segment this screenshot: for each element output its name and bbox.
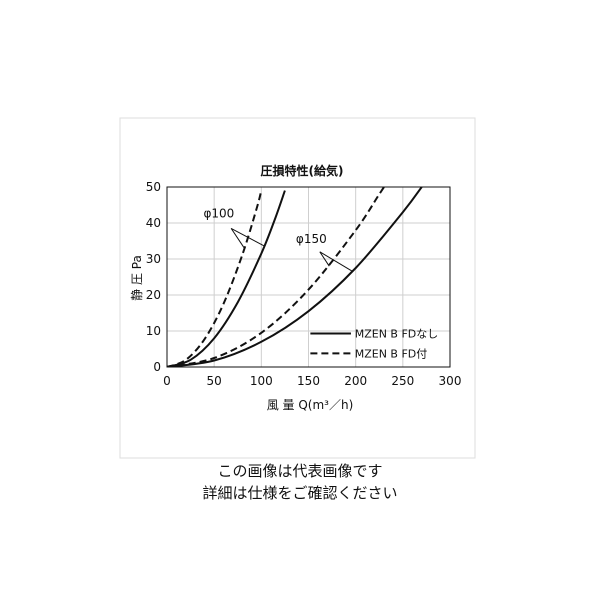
series-group — [167, 187, 423, 367]
legend-label-dashed: MZEN B FD付 — [355, 347, 428, 360]
leader-line-phi150-solid — [319, 251, 354, 273]
x-tick-label: 150 — [297, 374, 320, 388]
x-tick-label: 50 — [207, 374, 222, 388]
x-tick-label: 200 — [344, 374, 367, 388]
y-tick-label: 20 — [146, 288, 161, 302]
leader-line-phi100-dashed — [230, 228, 245, 249]
y-tick-label: 10 — [146, 324, 161, 338]
x-tick-label: 300 — [439, 374, 462, 388]
x-axis-title: 風 量 Q(m³／h) — [267, 398, 354, 412]
series-line-phi150-solid — [167, 187, 423, 367]
caption-line-1: この画像は代表画像です — [217, 462, 383, 480]
x-tick-label: 100 — [250, 374, 273, 388]
x-tick-label: 250 — [391, 374, 414, 388]
leader-line-phi150-dashed — [319, 251, 330, 267]
axes: 0 50 100 150 200 250 300 0 10 20 30 40 50 — [146, 180, 462, 388]
leader-line-phi100-solid — [230, 227, 266, 247]
figure-frame — [119, 117, 476, 459]
annotation-phi150: φ150 — [296, 232, 327, 246]
annotation-phi100: φ100 — [203, 207, 234, 221]
series-line-phi150-dashed — [167, 187, 386, 367]
y-tick-label: 50 — [146, 180, 161, 194]
plot-frame — [166, 186, 451, 368]
x-tick-label: 0 — [163, 374, 171, 388]
legend: MZEN B FDなし MZEN B FD付 — [310, 328, 439, 360]
series-line-phi100-dashed — [167, 190, 263, 367]
y-tick-label: 0 — [153, 360, 161, 374]
y-axis-title: 静 圧 Pa — [130, 255, 144, 301]
series-line-phi100-solid — [167, 190, 286, 367]
y-tick-label: 30 — [146, 252, 161, 266]
chart-title: 圧損特性(給気) — [261, 163, 344, 178]
legend-label-solid: MZEN B FDなし — [355, 328, 439, 341]
y-tick-label: 40 — [146, 216, 161, 230]
caption-line-2: 詳細は仕様をご確認ください — [202, 484, 398, 502]
annotations: φ100 φ150 — [203, 207, 354, 273]
